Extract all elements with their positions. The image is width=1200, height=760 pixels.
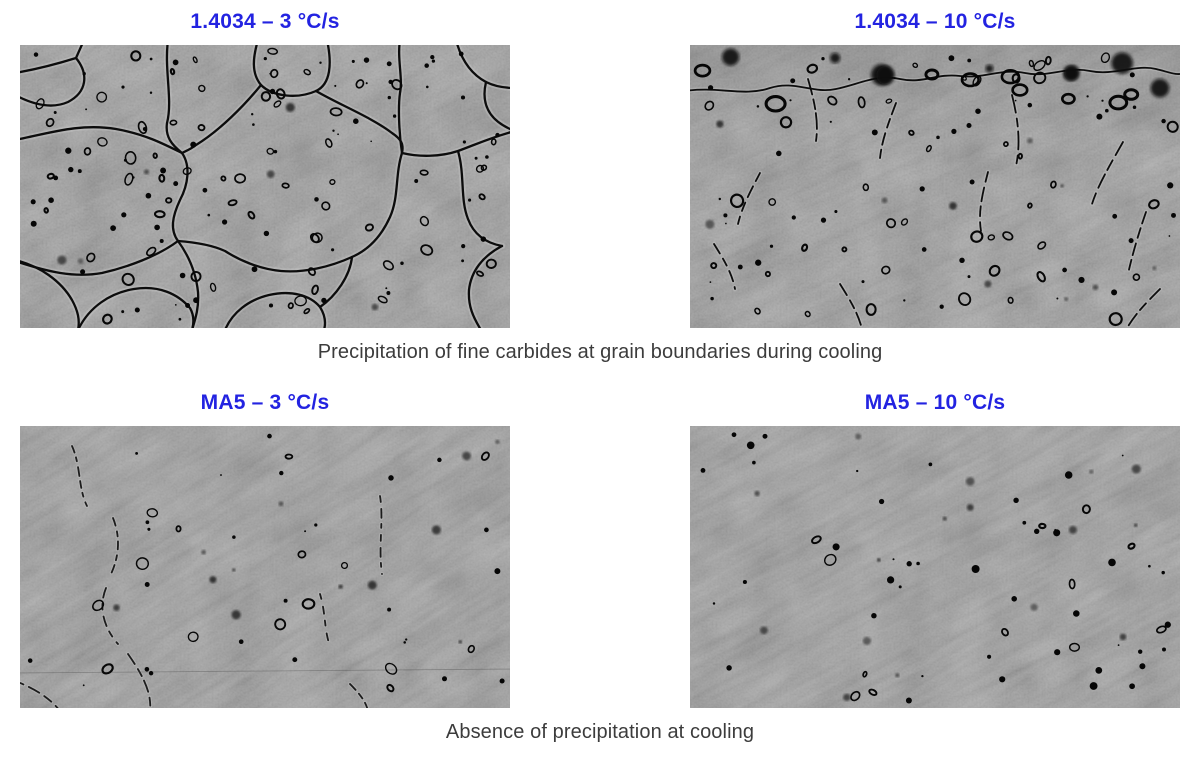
figure-row-bottom: MA5 – 3 °C/s MA5 – 10 °C/s <box>0 389 1200 708</box>
micrograph-image <box>20 426 510 708</box>
panel-1-4034-10cs: 1.4034 – 10 °C/s <box>690 8 1180 328</box>
panel-title: 1.4034 – 10 °C/s <box>854 10 1016 33</box>
panel-title: MA5 – 10 °C/s <box>864 391 1006 414</box>
panel-1-4034-3cs: 1.4034 – 3 °C/s <box>20 8 510 328</box>
panel-ma5-10cs: MA5 – 10 °C/s <box>690 389 1180 708</box>
micrograph-image <box>690 426 1180 708</box>
panel-title: 1.4034 – 3 °C/s <box>190 10 340 33</box>
panel-ma5-3cs: MA5 – 3 °C/s <box>20 389 510 708</box>
micrograph-svg <box>20 426 510 708</box>
panel-title: MA5 – 3 °C/s <box>200 391 330 414</box>
figure-caption-top: Precipitation of fine carbides at grain … <box>317 341 883 363</box>
micrograph-svg <box>20 45 510 328</box>
micrograph-image <box>20 45 510 328</box>
figure-row-top: 1.4034 – 3 °C/s 1.4034 – 10 °C/s <box>0 8 1200 328</box>
micrograph-svg <box>690 426 1180 708</box>
micrograph-svg <box>690 45 1180 328</box>
micrograph-image <box>690 45 1180 328</box>
figure-caption-bottom: Absence of precipitation at cooling <box>445 721 755 743</box>
